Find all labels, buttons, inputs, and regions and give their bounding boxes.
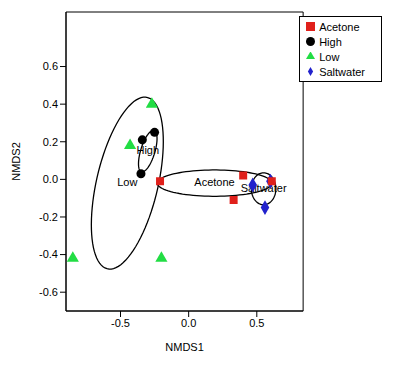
svg-text:High: High: [136, 144, 159, 156]
html-text:Low: Low: [319, 51, 340, 63]
svg-text:0.5: 0.5: [249, 317, 264, 329]
html-text:Acetone: Acetone: [319, 21, 360, 33]
svg-text:NMDS2: NMDS2: [10, 142, 22, 181]
svg-text:0.4: 0.4: [43, 98, 58, 110]
svg-text:-0.2: -0.2: [39, 211, 58, 223]
html-text:Saltwater: Saltwater: [319, 66, 365, 78]
svg-text:0.0: 0.0: [181, 317, 196, 329]
svg-text:0.0: 0.0: [43, 173, 58, 185]
svg-text:0.6: 0.6: [43, 60, 58, 72]
svg-text:-0.4: -0.4: [39, 248, 58, 260]
svg-text:Acetone: Acetone: [194, 176, 234, 188]
svg-text:-0.6: -0.6: [39, 286, 58, 298]
svg-text:Saltwater: Saltwater: [241, 182, 287, 194]
svg-text:NMDS1: NMDS1: [165, 341, 204, 353]
svg-text:0.2: 0.2: [43, 136, 58, 148]
svg-text:Low: Low: [117, 176, 137, 188]
svg-text:-0.5: -0.5: [111, 317, 130, 329]
html-text:High: High: [319, 36, 342, 48]
